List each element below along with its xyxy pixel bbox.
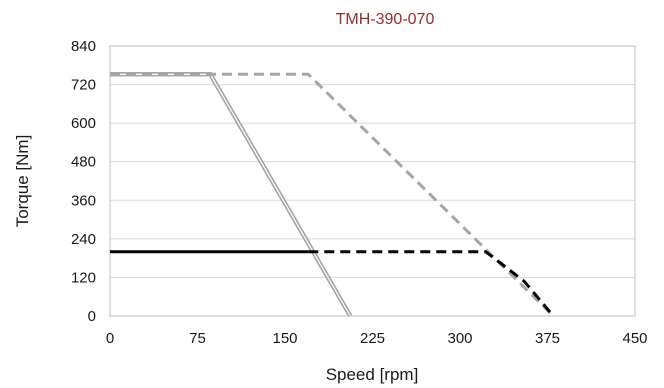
x-tick-label-3: 225	[360, 330, 385, 347]
series-1-line	[110, 72, 555, 318]
x-tick-label-0: 0	[106, 330, 114, 347]
y-tick-label-0: 0	[88, 308, 96, 325]
x-tick-label-2: 150	[272, 330, 297, 347]
y-tick-label-5: 600	[71, 115, 96, 132]
y-tick-label-3: 360	[71, 192, 96, 209]
x-tick-label-6: 450	[622, 330, 647, 347]
series-3-line	[308, 250, 555, 317]
y-tick-label-4: 480	[71, 154, 96, 171]
x-tick-label-4: 300	[447, 330, 472, 347]
grid-lines	[110, 45, 635, 317]
y-axis-label: Torque [Nm]	[13, 135, 32, 228]
x-tick-label-1: 75	[189, 330, 206, 347]
y-axis-ticks: 0 120 240 360 480 600 720 840	[71, 38, 96, 325]
y-tick-label-2: 240	[71, 231, 96, 248]
series-0-line-under	[110, 72, 353, 318]
chart-title: TMH-390-070	[336, 11, 435, 28]
y-tick-label-6: 720	[71, 77, 96, 94]
plot-frame	[109, 45, 636, 317]
x-axis-label: Speed [rpm]	[326, 365, 419, 384]
x-axis-ticks: 0 75 150 225 300 375 450	[106, 330, 648, 347]
series-layer	[110, 72, 555, 318]
y-tick-label-1: 120	[71, 269, 96, 286]
y-tick-label-7: 840	[71, 38, 96, 55]
x-tick-label-5: 375	[535, 330, 560, 347]
